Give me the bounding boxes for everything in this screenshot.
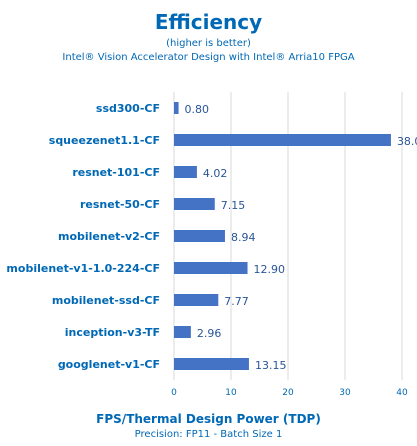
category-label: ssd300-CF: [96, 102, 160, 115]
chart-subtitle-device: Intel® Vision Accelerator Design with In…: [62, 52, 355, 63]
value-label: 12.90: [254, 263, 286, 276]
x-tick-label: 40: [396, 388, 408, 398]
precision-note: Precision: FP11 - Batch Size 1: [134, 429, 283, 440]
value-label: 8.94: [231, 231, 256, 244]
category-label: inception-v3-TF: [65, 326, 160, 339]
x-tick-label: 20: [282, 388, 294, 398]
value-label: 2.96: [197, 327, 222, 340]
value-label: 38.06: [397, 135, 417, 148]
chart-subtitle: (higher is better): [166, 38, 251, 49]
bar: [174, 294, 219, 306]
value-label: 7.15: [221, 199, 246, 212]
bar: [174, 134, 391, 146]
category-label: resnet-50-CF: [80, 198, 160, 211]
category-label: mobilenet-v2-CF: [58, 230, 160, 243]
x-tick-label: 30: [339, 388, 351, 398]
category-label: googlenet-v1-CF: [58, 358, 160, 371]
category-label: mobilenet-v1-1.0-224-CF: [6, 262, 160, 275]
value-label: 7.77: [224, 295, 249, 308]
x-tick-label: 10: [225, 388, 237, 398]
x-axis-label: FPS/Thermal Design Power (TDP): [96, 412, 321, 426]
chart-title: Efficiency: [154, 10, 263, 34]
x-tick-label: 0: [171, 388, 177, 398]
value-label: 4.02: [203, 167, 228, 180]
bar: [174, 262, 248, 274]
bar: [174, 358, 249, 370]
bar: [174, 198, 215, 210]
bar: [174, 166, 197, 178]
category-label: squeezenet1.1-CF: [49, 134, 160, 147]
value-label: 13.15: [255, 359, 287, 372]
value-label: 0.80: [185, 103, 210, 116]
bar: [174, 102, 179, 114]
category-label: mobilenet-ssd-CF: [52, 294, 160, 307]
bar: [174, 230, 225, 242]
bar: [174, 326, 191, 338]
category-label: resnet-101-CF: [72, 166, 160, 179]
